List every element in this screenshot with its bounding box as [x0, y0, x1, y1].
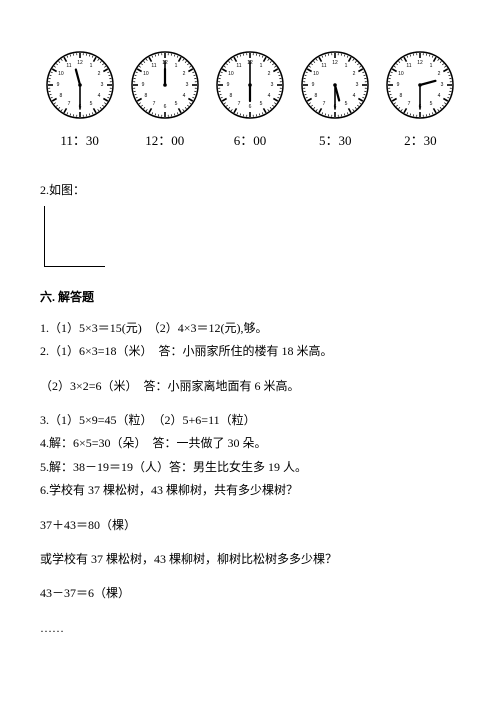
svg-text:7: 7	[323, 101, 326, 107]
svg-text:10: 10	[313, 71, 319, 77]
clock-label-0: 11：30	[60, 130, 99, 152]
svg-text:10: 10	[399, 71, 405, 77]
svg-text:11: 11	[151, 63, 156, 69]
svg-text:10: 10	[58, 71, 64, 77]
svg-text:4: 4	[353, 93, 356, 99]
svg-text:2: 2	[268, 71, 271, 77]
clock-face-2: 123456789101112	[215, 50, 285, 120]
answer-line-10: 43－37＝6（棵）	[40, 583, 460, 603]
answer-line-8: 37＋43＝80（棵）	[40, 515, 460, 535]
svg-text:4: 4	[438, 93, 441, 99]
svg-text:1: 1	[89, 63, 92, 69]
clock-4: 123456789101112 2：30	[381, 50, 460, 152]
svg-text:6: 6	[249, 104, 252, 110]
svg-text:8: 8	[144, 93, 147, 99]
clock-face-1: 123456789101112	[130, 50, 200, 120]
clocks-row: 123456789101112 11：30 123456789101112 12…	[40, 50, 460, 152]
svg-text:5: 5	[174, 101, 177, 107]
svg-text:3: 3	[441, 82, 444, 88]
svg-text:11: 11	[236, 63, 241, 69]
svg-text:3: 3	[356, 82, 359, 88]
svg-text:8: 8	[315, 93, 318, 99]
answer-line-9: 或学校有 37 棵松树，43 棵柳树，柳树比松树多多少棵？	[40, 549, 460, 569]
svg-text:5: 5	[430, 101, 433, 107]
svg-text:12: 12	[418, 60, 424, 66]
answers-block: 1.（1）5×3＝15(元) （2）4×3＝12(元),够。 2.（1）6×3=…	[40, 318, 460, 638]
angle-figure	[44, 206, 105, 267]
svg-text:1: 1	[174, 63, 177, 69]
svg-text:7: 7	[152, 101, 155, 107]
answer-line-5: 4.解：6×5=30（朵） 答：一共做了 30 朵。	[40, 433, 460, 453]
clock-0: 123456789101112 11：30	[40, 50, 119, 152]
clock-face-4: 123456789101112	[385, 50, 455, 120]
svg-text:11: 11	[407, 63, 412, 69]
answer-line-6: 5.解：38－19＝19（人）答：男生比女生多 19 人。	[40, 457, 460, 477]
svg-text:3: 3	[271, 82, 274, 88]
svg-text:9: 9	[56, 82, 59, 88]
section-6-title: 六. 解答题	[40, 287, 460, 307]
svg-text:11: 11	[66, 63, 71, 69]
svg-text:10: 10	[228, 71, 234, 77]
svg-text:6: 6	[163, 104, 166, 110]
svg-text:3: 3	[185, 82, 188, 88]
svg-text:8: 8	[230, 93, 233, 99]
svg-text:7: 7	[67, 101, 70, 107]
svg-text:5: 5	[260, 101, 263, 107]
svg-text:12: 12	[332, 60, 338, 66]
svg-text:11: 11	[322, 63, 327, 69]
svg-text:5: 5	[89, 101, 92, 107]
svg-text:5: 5	[345, 101, 348, 107]
svg-text:8: 8	[59, 93, 62, 99]
svg-text:1: 1	[260, 63, 263, 69]
answer-line-1: 1.（1）5×3＝15(元) （2）4×3＝12(元),够。	[40, 318, 460, 338]
item-2-label: 2.如图：	[40, 180, 460, 200]
svg-text:2: 2	[97, 71, 100, 77]
svg-text:2: 2	[182, 71, 185, 77]
clock-label-1: 12：00	[145, 130, 184, 152]
svg-text:8: 8	[400, 93, 403, 99]
svg-text:7: 7	[408, 101, 411, 107]
clock-face-0: 123456789101112	[45, 50, 115, 120]
svg-text:3: 3	[100, 82, 103, 88]
svg-text:1: 1	[430, 63, 433, 69]
clock-label-2: 6：00	[234, 130, 267, 152]
clock-face-3: 123456789101112	[300, 50, 370, 120]
svg-text:9: 9	[141, 82, 144, 88]
answer-line-2: 2.（1）6×3=18（米） 答：小丽家所住的楼有 18 米高。	[40, 341, 460, 361]
svg-text:7: 7	[238, 101, 241, 107]
svg-text:1: 1	[345, 63, 348, 69]
answer-line-11: ……	[40, 618, 460, 638]
clock-label-3: 5：30	[319, 130, 352, 152]
answer-line-7: 6.学校有 37 棵松树，43 棵柳树，共有多少棵树？	[40, 480, 460, 500]
svg-text:4: 4	[182, 93, 185, 99]
svg-text:2: 2	[353, 71, 356, 77]
svg-text:4: 4	[268, 93, 271, 99]
svg-text:9: 9	[227, 82, 230, 88]
svg-text:2: 2	[438, 71, 441, 77]
answer-line-4: 3.（1）5×9=45（粒） （2）5+6=11（粒）	[40, 410, 460, 430]
answer-line-3: （2）3×2=6（米） 答：小丽家离地面有 6 米高。	[40, 376, 460, 396]
clock-1: 123456789101112 12：00	[125, 50, 204, 152]
svg-text:9: 9	[312, 82, 315, 88]
svg-text:9: 9	[397, 82, 400, 88]
svg-text:12: 12	[77, 60, 83, 66]
clock-label-4: 2：30	[404, 130, 437, 152]
svg-text:10: 10	[143, 71, 149, 77]
clock-3: 123456789101112 5：30	[296, 50, 375, 152]
svg-text:4: 4	[97, 93, 100, 99]
clock-2: 123456789101112 6：00	[210, 50, 289, 152]
